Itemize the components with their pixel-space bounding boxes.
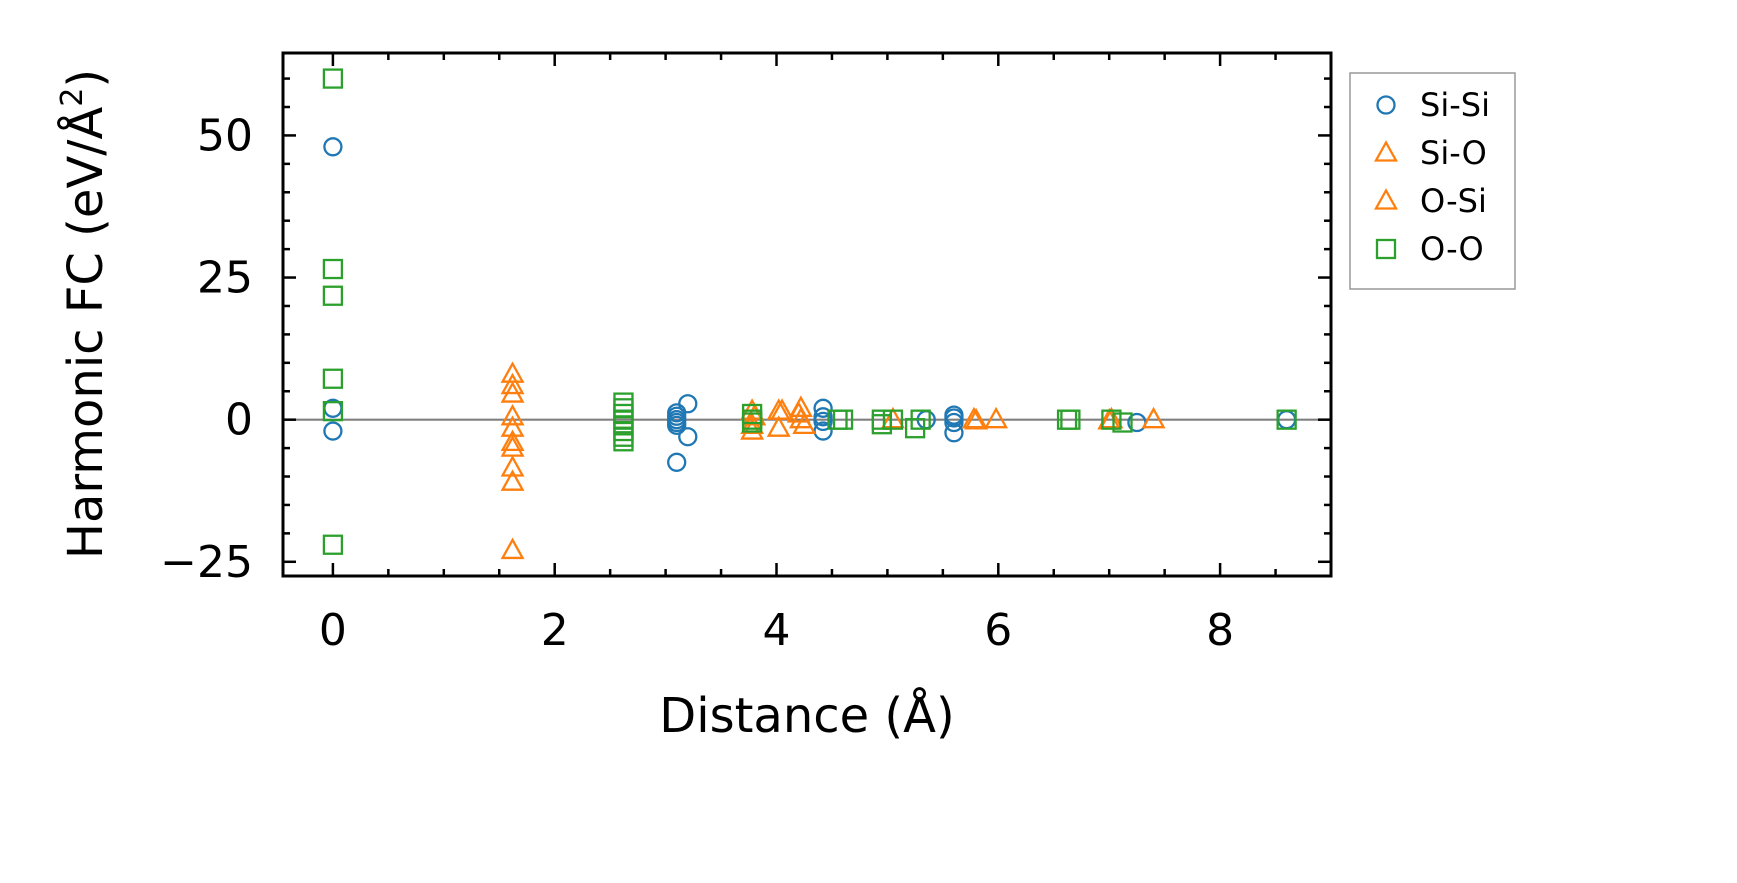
data-point-si-o [500, 403, 525, 426]
data-point-o-o [322, 368, 344, 389]
data-point-si-o [792, 412, 817, 435]
data-point-si-o [500, 455, 525, 477]
data-point-o-o [1276, 409, 1297, 430]
x-tick-labels: 0 2 4 6 8 [319, 605, 1234, 656]
data-point-si-o [984, 406, 1009, 429]
legend-label-si-si: Si-Si [1420, 86, 1490, 124]
data-point-o-o [322, 258, 344, 280]
legend-label-si-o: Si-O [1420, 134, 1487, 172]
data-point-o-o [613, 431, 634, 452]
x-tick-label: 2 [541, 605, 569, 656]
data-point-si-si [813, 411, 833, 432]
data-point-o-o [832, 409, 854, 430]
legend-entry-o-si: O-Si [1374, 182, 1487, 220]
data-point-si-si [813, 398, 833, 418]
legend-marker-si-si [1376, 95, 1396, 115]
x-tick-label: 8 [1206, 605, 1234, 656]
data-point-si-o [500, 469, 525, 491]
data-point-o-o [1060, 409, 1081, 430]
y-tick-label: −25 [160, 537, 253, 588]
data-point-o-si [1099, 406, 1124, 429]
legend-entry-si-o: Si-O [1374, 134, 1487, 172]
plot-frame [281, 51, 1333, 578]
data-point-si-si [667, 452, 687, 472]
y-tick-label: 0 [225, 395, 253, 446]
legend-entry-si-si: Si-Si [1376, 86, 1490, 124]
data-point-o-o [871, 414, 893, 435]
data-point-si-si [678, 394, 698, 414]
data-point-o-o [322, 285, 344, 306]
data-point-o-o [613, 398, 634, 419]
data-point-o-o [322, 534, 344, 555]
legend-entry-o-o: O-O [1375, 230, 1484, 268]
x-tick-label: 6 [984, 605, 1012, 656]
data-point-o-o [613, 392, 634, 413]
data-point-o-o [613, 420, 634, 442]
legend-marker-o-o [1375, 238, 1397, 260]
data-point-o-o [613, 426, 634, 447]
data-point-o-o [910, 409, 931, 430]
y-tick-label: 50 [197, 110, 253, 161]
y-axis-title-superscript: 2 [55, 88, 90, 107]
data-point-si-si [323, 421, 343, 441]
y-axis-title-main: Harmonic FC (eV/Å [57, 107, 114, 560]
data-point-o-o [322, 68, 344, 89]
legend-marker-o-si [1374, 188, 1398, 210]
data-point-si-o [766, 415, 791, 437]
data-point-o-si [500, 435, 525, 457]
legend-label-o-si: O-Si [1420, 182, 1487, 220]
data-point-si-si [667, 415, 687, 436]
data-point-si-si [678, 427, 698, 447]
data-point-si-si [944, 412, 964, 433]
data-point-o-si [742, 403, 767, 426]
axis-ticks [283, 53, 1333, 576]
data-point-o-o [1101, 409, 1122, 430]
legend-marker-si-o [1374, 140, 1398, 162]
legend: Si-Si Si-O O-Si O-O [1349, 72, 1516, 290]
data-point-o-o [741, 412, 763, 433]
data-point-o-o [882, 409, 904, 430]
x-tick-label: 0 [319, 605, 347, 656]
data-point-si-o [500, 429, 525, 452]
y-axis-title-close: ) [58, 69, 114, 88]
data-point-si-o [500, 361, 525, 383]
data-point-o-si [961, 406, 986, 429]
x-axis-title: Distance (Å) [659, 687, 954, 744]
legend-label-o-o: O-O [1420, 230, 1484, 268]
data-point-si-si [944, 423, 964, 443]
data-point-o-o [1112, 412, 1133, 433]
data-point-si-si [813, 421, 833, 441]
data-points [322, 68, 1297, 560]
data-point-si-o [1141, 406, 1166, 429]
data-point-si-o [880, 406, 905, 429]
y-tick-labels: −25 0 25 50 [160, 110, 253, 587]
data-point-o-si [500, 372, 525, 395]
data-point-si-si [323, 137, 343, 157]
y-axis-title: Harmonic FC (eV/Å2) [55, 69, 114, 559]
data-point-si-o [500, 537, 525, 560]
x-tick-label: 4 [763, 605, 791, 656]
y-tick-label: 25 [197, 253, 253, 304]
data-point-si-o [770, 398, 795, 420]
data-point-o-o [322, 400, 344, 422]
data-point-o-si [786, 401, 811, 423]
